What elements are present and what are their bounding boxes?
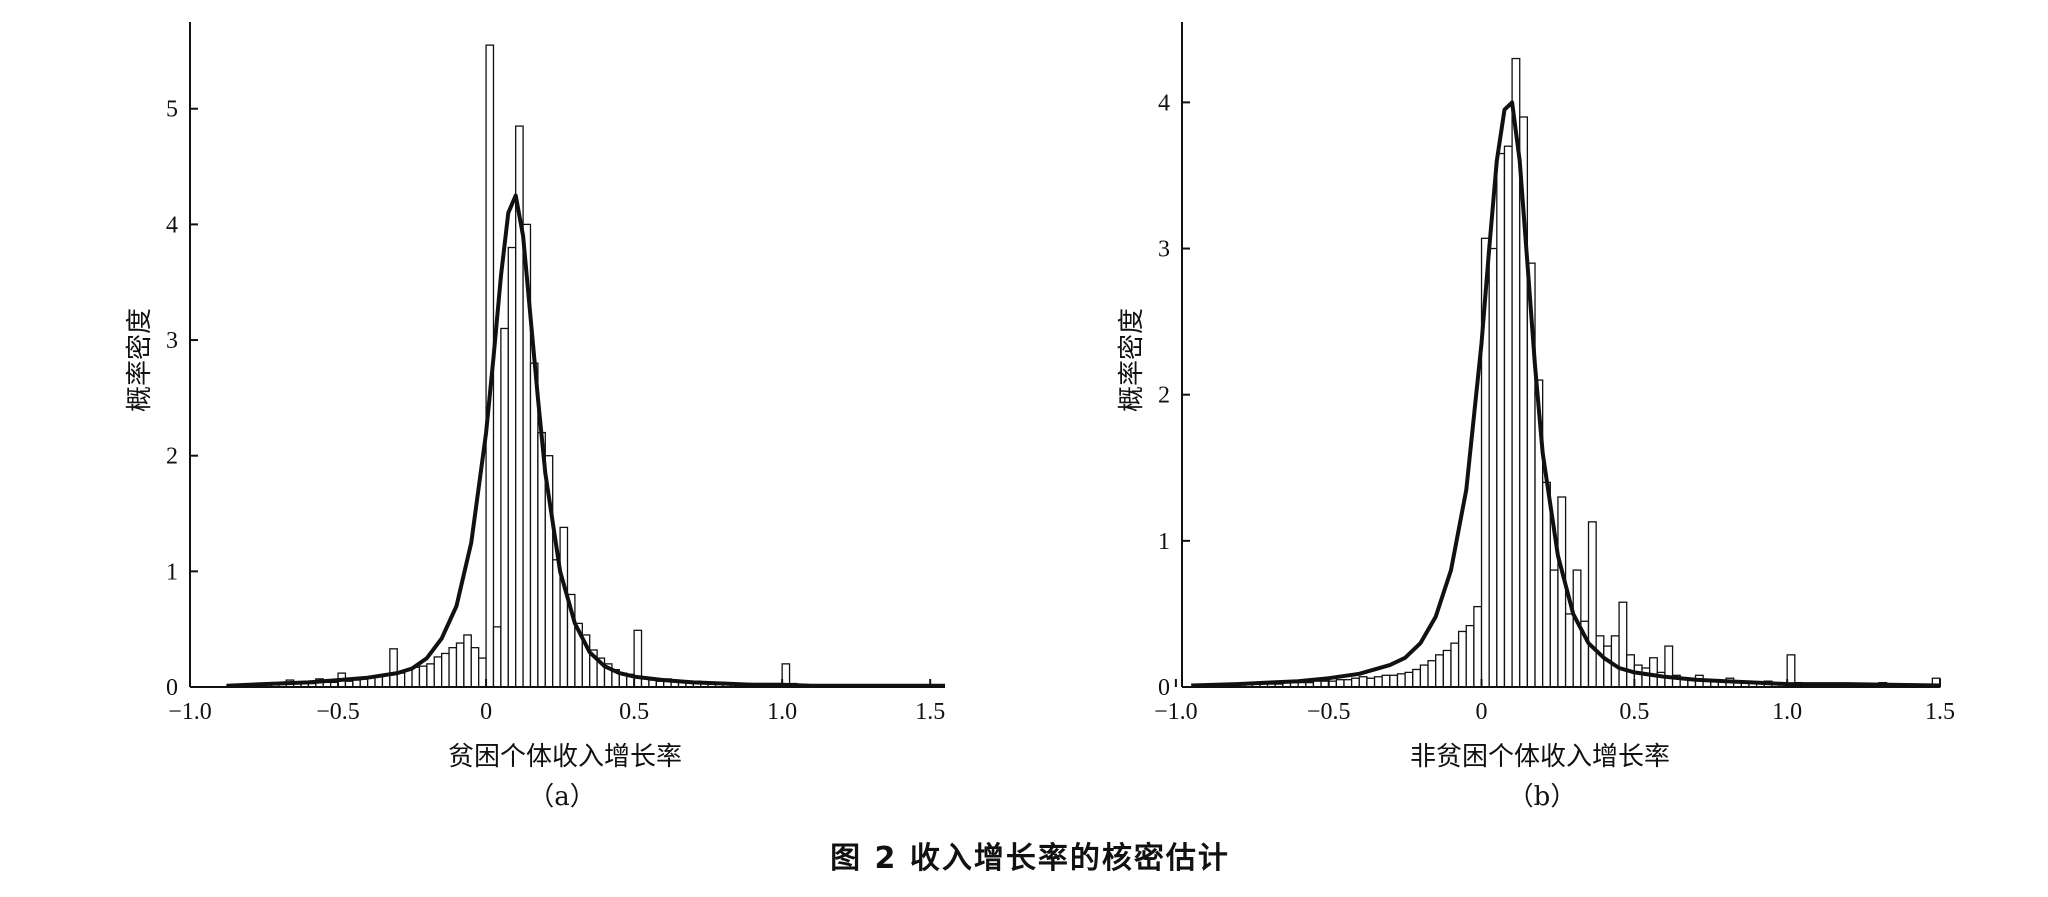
histogram-bar bbox=[1373, 676, 1383, 688]
histogram-bar bbox=[529, 362, 539, 688]
histogram-bar bbox=[1542, 481, 1551, 688]
histogram-bar bbox=[1496, 152, 1506, 688]
histogram-bar bbox=[1633, 664, 1643, 688]
histogram-bar bbox=[552, 559, 561, 688]
y-tick-label: 0 bbox=[1158, 675, 1170, 701]
histogram-bar bbox=[1343, 679, 1353, 688]
histogram-bar bbox=[1595, 635, 1605, 688]
histogram-bar bbox=[1450, 642, 1460, 688]
histogram-bar bbox=[1473, 605, 1483, 688]
figure-caption: 图 2 收入增长率的核密估计 bbox=[830, 841, 1230, 876]
x-tick-label: 1.0 bbox=[767, 699, 797, 725]
panel-label-b: （b） bbox=[1508, 782, 1577, 812]
histogram-bar bbox=[441, 652, 450, 688]
histogram-bar bbox=[1389, 674, 1399, 688]
histogram-bar bbox=[1404, 671, 1414, 688]
panel-label-a: （a） bbox=[528, 782, 596, 812]
y-tick-label: 4 bbox=[1158, 90, 1170, 116]
y-axis-title-b: 概率密度 bbox=[1117, 308, 1147, 412]
histogram-bar bbox=[500, 327, 509, 688]
histogram-bar bbox=[1435, 654, 1444, 688]
x-tick-label: 0.5 bbox=[1619, 699, 1649, 725]
y-tick-label: 5 bbox=[166, 97, 178, 123]
histogram-bar bbox=[1648, 657, 1658, 688]
histogram-bar bbox=[396, 672, 406, 688]
y-tick-label: 3 bbox=[166, 328, 178, 354]
histogram-bar bbox=[559, 526, 569, 688]
y-axis-title-a: 概率密度 bbox=[125, 308, 155, 412]
histogram-bar bbox=[1412, 668, 1422, 688]
histogram-bar bbox=[1358, 676, 1368, 688]
histogram-bar bbox=[1335, 679, 1345, 688]
histogram-bar bbox=[426, 663, 435, 688]
histogram-bar bbox=[1350, 677, 1360, 688]
histogram-bar bbox=[478, 657, 487, 688]
y-tick-label: 3 bbox=[1158, 237, 1170, 263]
histogram-bar bbox=[433, 656, 443, 688]
x-tick-label: −1.0 bbox=[168, 699, 212, 725]
histogram-bar bbox=[1503, 145, 1513, 688]
x-tick-label: 1.5 bbox=[1925, 699, 1955, 725]
y-tick-label: 0 bbox=[166, 675, 178, 701]
y-tick-label: 2 bbox=[1158, 383, 1170, 409]
histogram-bar bbox=[1419, 664, 1429, 688]
histogram-bars-a bbox=[226, 44, 806, 688]
y-tick-label: 1 bbox=[166, 559, 178, 585]
histogram-bar bbox=[1366, 677, 1376, 688]
histogram-bar bbox=[507, 246, 517, 688]
histogram-bar bbox=[418, 665, 428, 688]
histogram-bar bbox=[1381, 674, 1391, 688]
x-tick-label: 0 bbox=[480, 699, 492, 725]
histogram-bar bbox=[448, 647, 458, 688]
x-tick-label: 0 bbox=[1476, 699, 1488, 725]
y-tick-label: 4 bbox=[166, 212, 178, 238]
y-tick-label: 1 bbox=[1158, 529, 1170, 555]
histogram-bar bbox=[1641, 667, 1651, 688]
y-tick-label: 2 bbox=[166, 444, 178, 470]
histogram-bar bbox=[1442, 649, 1452, 688]
histogram-bar bbox=[1549, 569, 1559, 688]
histogram-bar bbox=[1564, 613, 1574, 688]
histogram-bar bbox=[1488, 247, 1498, 688]
histogram-bar bbox=[1427, 660, 1437, 688]
histogram-bar bbox=[1396, 673, 1406, 688]
x-tick-label: −0.5 bbox=[1307, 699, 1351, 725]
histogram-bar bbox=[411, 666, 421, 688]
histogram-bar bbox=[1557, 496, 1567, 688]
histogram-bar bbox=[492, 626, 502, 688]
histogram-bar bbox=[463, 634, 472, 688]
histogram-bar bbox=[1587, 521, 1597, 688]
x-tick-label: −1.0 bbox=[1154, 699, 1198, 725]
axes-a: 0 1 2 3 4 5 −1.0 −0.5 0 0.5 1.0 1.5 bbox=[166, 22, 945, 725]
x-tick-label: 1.5 bbox=[915, 699, 945, 725]
histogram-bar bbox=[352, 679, 361, 688]
x-axis-title-b: 非贫困个体收入增长率 bbox=[1410, 742, 1670, 772]
x-tick-label: 0.5 bbox=[619, 699, 649, 725]
histogram-bar bbox=[1664, 645, 1674, 688]
histogram-bar bbox=[389, 648, 398, 688]
x-tick-label: 1.0 bbox=[1772, 699, 1802, 725]
histogram-bars-b bbox=[1205, 57, 1941, 688]
histogram-bar bbox=[1603, 645, 1613, 688]
density-curve-a bbox=[226, 193, 945, 688]
histogram-bar bbox=[1457, 630, 1467, 688]
density-curve-b bbox=[1191, 100, 1941, 688]
histogram-bar bbox=[1465, 624, 1475, 688]
histogram-bar bbox=[1618, 601, 1628, 688]
histogram-bar bbox=[470, 647, 480, 688]
x-tick-label: −0.5 bbox=[316, 699, 360, 725]
x-axis-title-a: 贫困个体收入增长率 bbox=[448, 742, 682, 772]
axes-b: 0 1 2 3 4 −1.0 −0.5 0 0.5 1.0 1.5 bbox=[1154, 22, 1955, 725]
histogram-bar bbox=[455, 642, 465, 688]
